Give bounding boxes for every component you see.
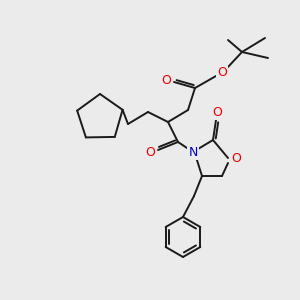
Text: O: O xyxy=(161,74,171,86)
Text: O: O xyxy=(212,106,222,118)
Text: N: N xyxy=(188,146,198,158)
Text: O: O xyxy=(231,152,241,164)
Text: O: O xyxy=(217,65,227,79)
Text: O: O xyxy=(145,146,155,158)
